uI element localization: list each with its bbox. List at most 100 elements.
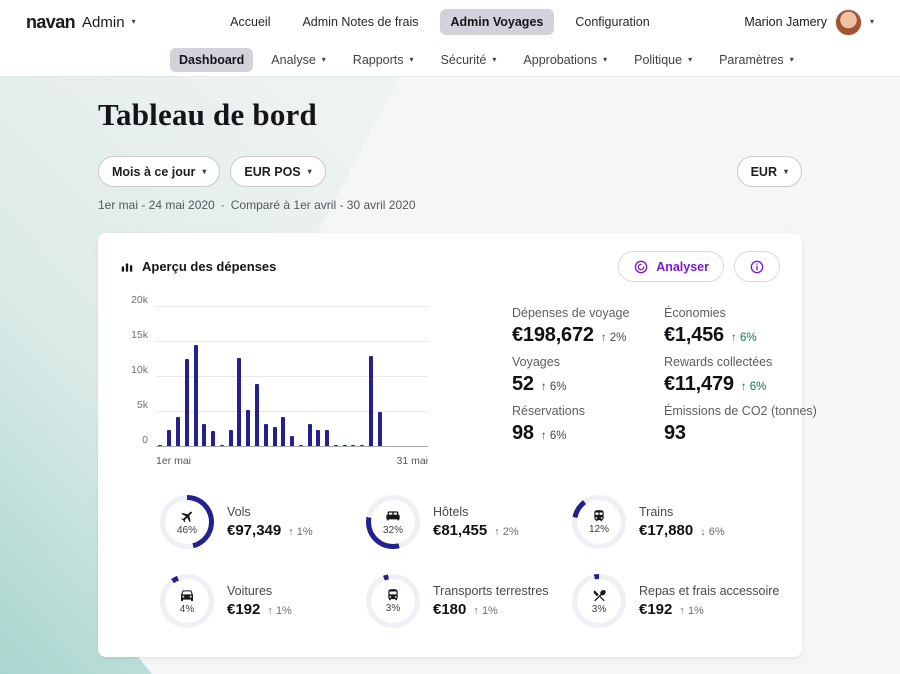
card-title-wrap: Aperçu des dépenses — [120, 259, 276, 274]
stat-value: 98 — [512, 422, 534, 444]
subnav-item[interactable]: Paramètres ▾ — [710, 48, 803, 72]
avatar — [834, 8, 862, 36]
bar — [167, 429, 172, 446]
category-change: ↑ 1% — [473, 605, 497, 617]
category-ring: 32% — [366, 495, 420, 549]
category-ring: 4% — [160, 574, 214, 628]
topnav-items: Accueil Admin Notes de frais Admin Voyag… — [219, 9, 661, 35]
subnav-item[interactable]: Approbations ▾ — [514, 48, 616, 72]
ring-content: 32% — [366, 495, 420, 549]
trend-arrow-icon: ↑ — [740, 381, 747, 393]
category-breakdown: 46% Vols €97,349 ↑ 1% 32% Hôtels €81,4 — [160, 494, 780, 629]
logo-wordmark: navan — [26, 11, 76, 32]
info-button[interactable] — [734, 251, 780, 282]
bar — [193, 344, 198, 446]
category-name: Vols — [227, 505, 251, 519]
chevron-down-icon: ▾ — [321, 55, 326, 64]
main-area: Tableau de bord Mois à ce jour ▾ EUR POS… — [0, 77, 900, 674]
app-logo[interactable]: navan Admin ▾ — [26, 12, 136, 33]
meals-icon — [592, 588, 607, 603]
trend-arrow-icon: ↑ — [288, 526, 294, 538]
ring-content: 46% — [160, 495, 214, 549]
bar-chart-icon — [121, 263, 133, 272]
trend-arrow-icon: ↑ — [679, 605, 685, 617]
stat-label: Émissions de CO2 (tonnes) — [664, 404, 817, 418]
category-percent: 12% — [588, 524, 609, 535]
entity-filter-button[interactable]: EUR POS ▾ — [230, 156, 326, 187]
stat-value-row: €1,456 ↑ 6% — [664, 324, 834, 347]
gridline — [156, 376, 428, 377]
subnav-item[interactable]: Sécurité ▾ — [432, 48, 506, 72]
category-change-pct: 1% — [275, 605, 292, 617]
category-value: €192 — [639, 601, 673, 618]
sub-navigation: Dashboard Analyse ▾ Rapports ▾ Sécurité … — [0, 44, 900, 77]
category-change: ↑ 1% — [679, 605, 703, 617]
topnav-item[interactable]: Configuration — [564, 9, 660, 35]
subnav-item[interactable]: Dashboard — [170, 48, 254, 72]
category-value-row: €97,349 ↑ 1% — [227, 522, 313, 539]
y-tick-label: 0 — [142, 434, 148, 446]
bar — [175, 417, 180, 446]
period-filter-label: Mois à ce jour — [112, 164, 196, 179]
x-axis-end-label: 31 mai — [396, 455, 428, 467]
subnav-item-label: Approbations — [523, 53, 598, 67]
user-menu[interactable]: Marion Jamery ▾ — [744, 8, 874, 36]
date-range: 1er mai - 24 mai 2020 — [98, 198, 215, 212]
category-percent: 3% — [385, 603, 401, 614]
bar — [202, 423, 207, 446]
y-tick-label: 5k — [136, 399, 148, 411]
category-value: €192 — [227, 601, 261, 618]
stat-change-pct: 2% — [609, 332, 627, 344]
category-value-row: €192 ↑ 1% — [639, 601, 780, 618]
stat-item: Voyages 52 ↑ 6% — [512, 355, 664, 395]
stat-item: Rewards collectées €11,479 ↑ 6% — [664, 355, 834, 395]
stat-value-row: 93 — [664, 422, 834, 445]
plane-icon — [180, 509, 195, 524]
page-title: Tableau de bord — [98, 97, 317, 132]
currency-select-button[interactable]: EUR ▾ — [736, 156, 802, 187]
stat-change-pct: 6% — [549, 430, 567, 442]
category-value-row: €17,880 ↓ 6% — [639, 522, 725, 539]
category-percent: 4% — [179, 604, 195, 615]
category-ring: 46% — [160, 495, 214, 549]
stat-change: ↑ 6% — [541, 430, 567, 442]
stat-change: ↑ 6% — [741, 381, 767, 393]
ring-content: 12% — [572, 495, 626, 549]
date-range-row: 1er mai - 24 mai 2020 · Comparé à 1er av… — [98, 198, 802, 212]
topnav-item[interactable]: Admin Voyages — [439, 9, 555, 35]
topnav-item[interactable]: Admin Notes de frais — [291, 9, 429, 35]
analyze-button[interactable]: Analyser — [618, 251, 724, 282]
period-filter-button[interactable]: Mois à ce jour ▾ — [98, 156, 221, 187]
chevron-down-icon: ▾ — [869, 17, 874, 26]
topnav-item[interactable]: Accueil — [219, 9, 281, 35]
bar — [281, 417, 286, 446]
stat-change: ↑ 6% — [541, 381, 567, 393]
ring-content: 4% — [160, 574, 214, 628]
trend-arrow-icon: ↑ — [540, 381, 547, 393]
category-text: Vols €97,349 ↑ 1% — [227, 505, 313, 539]
spend-bar-chart: 0 5k 10k 15k 20k 1er mai 31 mai — [120, 294, 470, 467]
bus-icon — [386, 588, 400, 602]
stats-grid: Dépenses de voyage €198,672 ↑ 2% Économi… — [512, 306, 834, 467]
bar — [369, 356, 373, 446]
stat-change: ↑ 6% — [731, 332, 757, 344]
stat-label: Économies — [664, 306, 726, 320]
overview-section: 0 5k 10k 15k 20k 1er mai 31 mai Dépenses de … — [120, 294, 817, 467]
subnav-item[interactable]: Rapports ▾ — [344, 48, 423, 72]
chevron-down-icon: ▾ — [409, 55, 414, 64]
trend-arrow-icon: ↑ — [600, 332, 607, 344]
gridline — [156, 341, 428, 342]
trend-arrow-icon: ↑ — [540, 430, 547, 442]
subnav-item[interactable]: Politique ▾ — [625, 48, 701, 72]
bar — [184, 358, 189, 446]
ring-content: 3% — [572, 574, 626, 628]
chevron-down-icon: ▾ — [688, 55, 693, 64]
stat-label: Voyages — [512, 355, 560, 369]
category-name: Hôtels — [433, 505, 469, 519]
card-title: Aperçu des dépenses — [142, 259, 277, 274]
x-axis-start-label: 1er mai — [156, 455, 192, 467]
subnav-item-label: Analyse — [271, 53, 316, 67]
category-value-row: €192 ↑ 1% — [227, 601, 292, 618]
stat-value: €11,479 — [664, 373, 734, 395]
subnav-item[interactable]: Analyse ▾ — [262, 48, 335, 72]
